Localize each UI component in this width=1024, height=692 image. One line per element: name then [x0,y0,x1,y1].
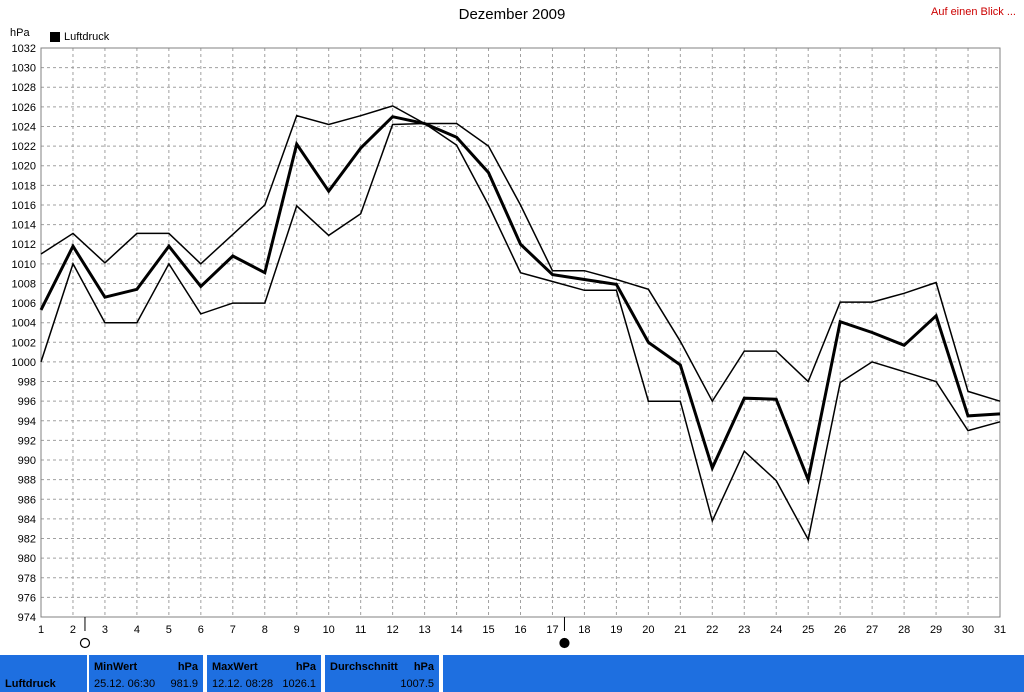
y-tick-label: 1022 [12,141,36,153]
x-tick-label: 22 [706,624,718,636]
x-tick-label: 7 [230,624,236,636]
y-tick-label: 1030 [12,63,36,75]
overview-link[interactable]: Auf einen Blick ... [931,6,1016,18]
x-tick-label: 9 [294,624,300,636]
x-tick-label: 13 [418,624,430,636]
y-axis-unit: hPa [10,27,30,39]
x-tick-label: 4 [134,624,140,636]
y-tick-label: 1000 [12,357,36,369]
x-tick-label: 12 [387,624,399,636]
avg-value: 1007.5 [400,678,434,690]
y-tick-label: 998 [18,377,36,389]
x-tick-label: 3 [102,624,108,636]
y-tick-label: 1018 [12,180,36,192]
y-tick-label: 974 [18,612,36,624]
max-value: 1026.1 [282,678,316,690]
avg-unit: hPa [413,661,434,673]
avg-title: Durchschnitt [330,661,398,673]
y-tick-label: 984 [18,514,36,526]
max-box: MaxWert hPa 12.12. 08:28 1026.1 [207,655,321,692]
x-tick-label: 16 [514,624,526,636]
min-value: 981.9 [170,678,198,690]
y-tick-label: 1012 [12,239,36,251]
x-tick-label: 31 [994,624,1006,636]
x-tick-label: 20 [642,624,654,636]
plot-frame [40,47,1001,618]
x-tick-label: 5 [166,624,172,636]
series-line-min [40,122,1001,542]
x-tick-label: 30 [962,624,974,636]
x-tick-label: 15 [482,624,494,636]
y-tick-label: 1006 [12,298,36,310]
y-tick-label: 992 [18,435,36,447]
min-box: MinWert hPa 25.12. 06:30 981.9 [89,655,203,692]
y-tick-label: 988 [18,475,36,487]
x-tick-label: 18 [578,624,590,636]
y-tick-label: 986 [18,494,36,506]
x-tick-label: 24 [770,624,782,636]
x-tick-label: 11 [355,624,366,636]
min-unit: hPa [177,661,198,673]
y-tick-label: 990 [18,455,36,467]
y-tick-label: 982 [18,534,36,546]
series-line-average [39,115,1001,485]
axes: 9749769789809829849869889909929949969981… [12,43,1007,636]
series [39,105,1001,542]
y-tick-label: 996 [18,396,36,408]
grid [40,47,1001,618]
footer-filler [443,655,1024,692]
x-tick-label: 1 [38,624,44,636]
x-tick-label: 26 [834,624,846,636]
x-tick-label: 14 [450,624,462,636]
y-tick-label: 1024 [12,121,36,133]
filled-circle-icon [559,637,570,649]
x-tick-label: 23 [738,624,750,636]
legend: Luftdruck [50,31,109,43]
x-tick-label: 10 [323,624,335,636]
y-tick-label: 1002 [12,337,36,349]
x-tick-label: 25 [802,624,814,636]
x-tick-label: 8 [262,624,268,636]
x-tick-label: 2 [70,624,76,636]
markers [79,617,570,649]
avg-box: Durchschnitt hPa 1007.5 [325,655,439,692]
y-tick-label: 978 [18,573,36,585]
y-tick-label: 994 [18,416,36,428]
y-tick-label: 1020 [12,161,36,173]
chart-title: Dezember 2009 [458,6,566,23]
x-tick-label: 19 [610,624,622,636]
footer-panel: Luftdruck MinWert hPa 25.12. 06:30 981.9 M… [0,655,1024,692]
footer-label: Luftdruck [5,678,56,690]
x-tick-label: 28 [898,624,910,636]
x-tick-label: 21 [674,624,686,636]
y-tick-label: 1010 [12,259,36,271]
legend-label: Luftdruck [64,31,110,43]
min-date: 25.12. 06:30 [94,678,156,690]
y-tick-label: 980 [18,553,36,565]
x-tick-label: 17 [546,624,558,636]
y-tick-label: 1014 [12,220,36,232]
y-tick-label: 976 [18,592,36,604]
y-tick-label: 1032 [12,43,36,55]
y-tick-label: 1026 [12,102,36,114]
legend-swatch [50,32,60,42]
y-tick-label: 1008 [12,278,36,290]
open-circle-icon [79,637,91,649]
series-line-max [40,105,1001,403]
max-date: 12.12. 08:28 [212,678,274,690]
min-title: MinWert [94,661,138,673]
footer-label-box: Luftdruck [0,655,87,692]
y-tick-label: 1016 [12,200,36,212]
x-tick-label: 6 [198,624,204,636]
y-tick-label: 1004 [12,318,36,330]
max-unit: hPa [295,661,316,673]
x-tick-label: 29 [930,624,942,636]
max-title: MaxWert [212,661,258,673]
y-tick-label: 1028 [12,82,36,94]
x-tick-label: 27 [866,624,878,636]
